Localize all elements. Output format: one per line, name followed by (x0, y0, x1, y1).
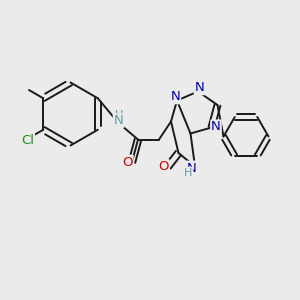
Text: H: H (184, 167, 193, 178)
Text: O: O (158, 160, 169, 173)
Text: N: N (187, 161, 196, 175)
Text: N: N (195, 81, 204, 94)
Text: O: O (122, 155, 133, 169)
Text: N: N (171, 90, 180, 104)
Text: H: H (115, 110, 124, 121)
Text: N: N (211, 120, 221, 134)
Text: Cl: Cl (21, 134, 34, 147)
Text: N: N (114, 114, 123, 127)
